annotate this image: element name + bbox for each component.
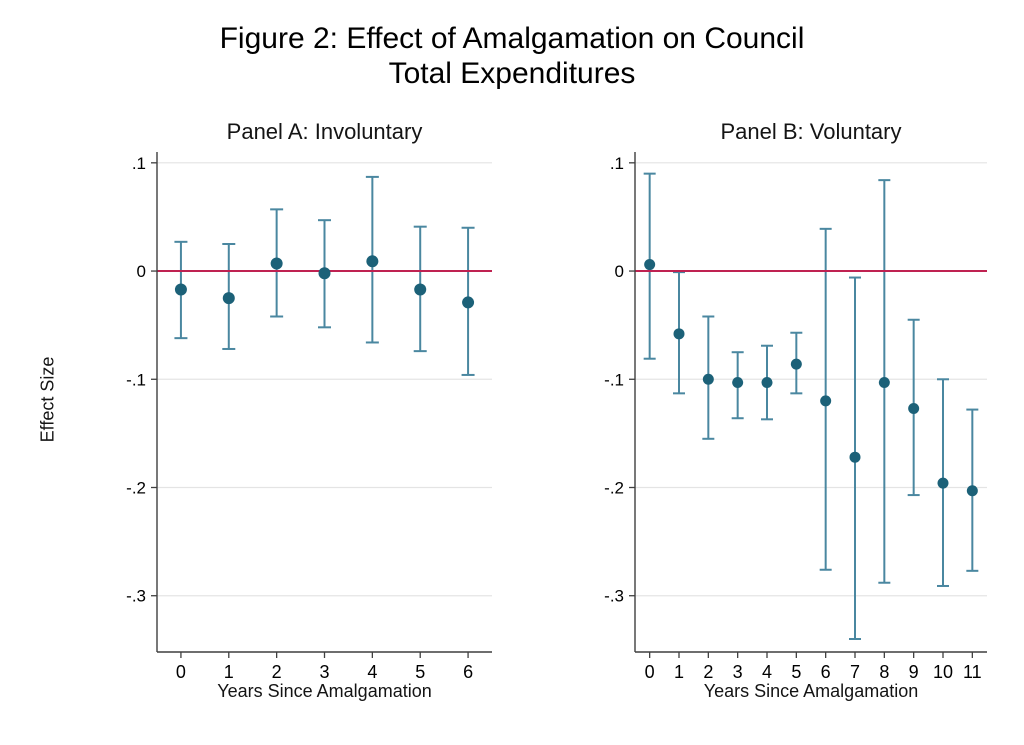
x-tick-label: 5	[415, 662, 425, 682]
point-marker	[318, 267, 331, 280]
point-marker	[908, 402, 920, 414]
point-marker	[644, 259, 656, 271]
x-tick-label: 1	[674, 662, 684, 682]
y-tick-label: -.1	[604, 370, 624, 389]
point-marker	[849, 451, 861, 463]
point-marker	[174, 283, 187, 296]
point-marker	[702, 373, 714, 385]
x-tick-label: 10	[933, 662, 953, 682]
point-marker	[222, 292, 235, 305]
y-tick-label: -.1	[126, 370, 146, 389]
y-tick-label: 0	[615, 262, 624, 281]
point-marker	[270, 257, 283, 270]
x-tick-label: 5	[791, 662, 801, 682]
x-tick-label: 0	[176, 662, 186, 682]
x-tick-label: 2	[272, 662, 282, 682]
point-marker	[732, 377, 744, 389]
x-tick-label: 11	[963, 662, 982, 682]
x-tick-label: 4	[367, 662, 377, 682]
panel-a-title: Panel A: Involuntary	[226, 119, 423, 144]
panel-a-plot: .1 0 -.1 -.2 -.3 0 1 2 3 4 5 6	[126, 152, 492, 682]
point-marker	[673, 328, 685, 340]
x-tick-label: 8	[879, 662, 889, 682]
point-marker	[761, 377, 773, 389]
x-tick-label: 7	[850, 662, 860, 682]
x-tick-label: 1	[224, 662, 234, 682]
point-marker	[790, 358, 802, 370]
point-marker	[878, 377, 890, 389]
panel-b-title: Panel B: Voluntary	[720, 119, 902, 144]
x-tick-label: 2	[703, 662, 713, 682]
point-marker	[366, 255, 379, 268]
point-marker	[414, 283, 427, 296]
point-marker	[966, 485, 978, 497]
x-tick-label: 4	[762, 662, 772, 682]
y-tick-label: .1	[610, 154, 624, 173]
x-tick-label: 3	[733, 662, 743, 682]
panel-b-plot: .10-.1-.2-.30 1 2 3 4 5 6 7 8 9 10 11	[604, 152, 987, 682]
figure-title-line1: Figure 2: Effect of Amalgamation on Coun…	[219, 22, 805, 55]
y-tick-label: -.2	[604, 478, 624, 497]
x-tick-label: 6	[463, 662, 473, 682]
x-tick-label: 6	[821, 662, 831, 682]
y-tick-label: -.2	[126, 478, 146, 497]
y-tick-label: .1	[132, 154, 146, 173]
point-marker	[820, 395, 832, 407]
x-tick-label: 0	[645, 662, 655, 682]
x-tick-label: 3	[319, 662, 329, 682]
x-tick-label: 9	[909, 662, 919, 682]
point-marker	[462, 296, 475, 309]
figure-title-line2: Total Expenditures	[388, 57, 636, 90]
y-axis-label: Effect Size	[37, 356, 58, 443]
y-tick-label: 0	[137, 262, 146, 281]
y-tick-label: -.3	[126, 587, 146, 606]
y-tick-label: -.3	[604, 587, 624, 606]
point-marker	[937, 477, 949, 489]
panel-a-x-axis-label: Years Since Amalgamation	[217, 681, 432, 701]
figure-title: Figure 2: Effect of Amalgamation on Coun…	[0, 21, 1024, 91]
panel-b-x-axis-label: Years Since Amalgamation	[703, 681, 919, 701]
